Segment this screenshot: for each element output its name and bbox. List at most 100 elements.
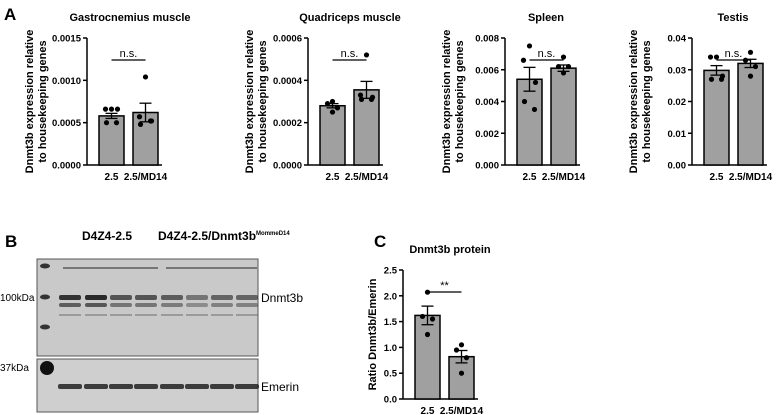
x-tick-label: 2.5/MD14 bbox=[345, 172, 389, 183]
emerin-band-label: Emerin bbox=[261, 380, 299, 394]
y-tick-label: 0.0010 bbox=[52, 76, 81, 87]
data-point bbox=[752, 63, 759, 70]
y-tick-label: 0.0000 bbox=[273, 161, 302, 172]
x-tick-label: 2.5/MD14 bbox=[440, 406, 484, 415]
y-tick-label: 0.008 bbox=[475, 34, 499, 45]
ladder-band bbox=[40, 294, 50, 300]
background-band bbox=[110, 314, 132, 316]
data-point bbox=[329, 109, 336, 115]
dnmt3b-band bbox=[186, 295, 208, 300]
data-point bbox=[707, 54, 714, 60]
data-point bbox=[324, 101, 331, 107]
y-axis-label: Dnmt3b expression relative bbox=[244, 30, 256, 174]
chart-gastrocnemius-muscle: Gastrocnemius muscle Dnmt3b expression re… bbox=[24, 12, 191, 183]
emerin-band bbox=[109, 384, 133, 389]
background-band bbox=[135, 314, 157, 316]
data-point bbox=[521, 98, 528, 105]
y-tick-label: 0.0 bbox=[384, 395, 397, 406]
y-tick-label: 0.00 bbox=[668, 161, 687, 172]
dnmt3b-lower-band bbox=[135, 303, 157, 307]
data-point bbox=[113, 120, 120, 126]
emerin-band bbox=[58, 384, 82, 389]
data-point bbox=[424, 331, 431, 338]
chart-title: Testis bbox=[718, 12, 749, 24]
data-point bbox=[334, 105, 341, 111]
ladder-band bbox=[40, 324, 50, 330]
y-tick-label: 0.5 bbox=[384, 369, 398, 380]
dnmt3b-band bbox=[110, 295, 132, 300]
chart-dnmt3b-protein: Dnmt3b protein Ratio Dnmt3b/Emerin 0.0 0.5 1… bbox=[367, 244, 491, 415]
y-tick-label: 0.01 bbox=[668, 129, 687, 140]
significance-label: n.s. bbox=[538, 48, 556, 60]
y-axis-label: to housekeeping genes bbox=[37, 40, 49, 162]
significance-label: n.s. bbox=[120, 48, 138, 60]
dnmt3b-band bbox=[59, 295, 81, 300]
y-tick-label: 0.0002 bbox=[273, 118, 302, 129]
bar bbox=[550, 67, 577, 166]
chart-spleen: Spleen Dnmt3b expression relative to house… bbox=[441, 12, 586, 183]
bar bbox=[353, 89, 380, 166]
x-tick-label: 2.5/MD14 bbox=[542, 172, 586, 183]
bar bbox=[98, 115, 125, 166]
y-axis-label: to housekeeping genes bbox=[257, 40, 269, 162]
significance-label: n.s. bbox=[341, 48, 359, 60]
y-axis-label: Dnmt3b expression relative bbox=[441, 30, 453, 174]
chart-quadriceps-muscle: Quadriceps muscle Dnmt3b expression relat… bbox=[244, 12, 401, 183]
data-point bbox=[419, 313, 426, 320]
data-point bbox=[747, 49, 754, 55]
data-point bbox=[560, 70, 567, 76]
significance-label: n.s. bbox=[725, 48, 743, 60]
bar bbox=[319, 104, 346, 166]
background-band bbox=[186, 314, 208, 316]
data-point bbox=[147, 118, 154, 124]
dnmt3b-band bbox=[135, 295, 157, 300]
data-point bbox=[357, 92, 364, 98]
background-band bbox=[59, 314, 81, 316]
western-blot: D4Z4-2.5 D4Z4-2.5/Dnmt3bMommeD14 100kDa … bbox=[0, 229, 303, 413]
y-tick-label: 2.0 bbox=[384, 291, 397, 302]
bar bbox=[737, 62, 764, 166]
y-axis-label: Dnmt3b expression relative bbox=[628, 30, 640, 174]
data-point bbox=[108, 106, 115, 112]
marker-37kda-label: 37kDa bbox=[0, 363, 29, 374]
data-point bbox=[718, 76, 725, 82]
marker-100kda-label: 100kDa bbox=[0, 293, 35, 304]
data-point bbox=[329, 98, 336, 105]
blot-top-membrane bbox=[36, 258, 259, 357]
dnmt3b-lower-band bbox=[161, 303, 183, 307]
bar bbox=[703, 69, 730, 166]
y-axis-label: Dnmt3b expression relative bbox=[24, 30, 36, 174]
data-point bbox=[137, 121, 144, 127]
emerin-band bbox=[210, 384, 234, 389]
data-point bbox=[747, 73, 754, 79]
chart-testis: Testis Dnmt3b expression relative to house… bbox=[628, 12, 773, 183]
y-tick-label: 0.0006 bbox=[273, 34, 302, 45]
data-point bbox=[463, 355, 470, 361]
chart-title: Dnmt3b protein bbox=[409, 244, 491, 256]
y-tick-label: 0.02 bbox=[668, 97, 687, 108]
bar bbox=[516, 78, 543, 166]
emerin-band bbox=[160, 384, 184, 389]
data-point bbox=[458, 370, 465, 376]
y-tick-label: 0.0000 bbox=[52, 161, 81, 172]
dnmt3b-lower-band bbox=[59, 303, 81, 307]
data-point bbox=[531, 106, 538, 113]
data-point bbox=[363, 52, 370, 58]
x-tick-label: 2.5/MD14 bbox=[729, 172, 773, 183]
y-tick-label: 0.002 bbox=[475, 129, 499, 140]
dnmt3b-band bbox=[161, 295, 183, 300]
y-tick-label: 1.5 bbox=[384, 317, 398, 328]
x-tick-label: 2.5 bbox=[326, 172, 340, 183]
emerin-band bbox=[134, 384, 158, 389]
data-point bbox=[458, 342, 465, 348]
y-axis-label: to housekeeping genes bbox=[454, 40, 466, 162]
emerin-band bbox=[185, 384, 209, 389]
y-tick-label: 1.0 bbox=[384, 343, 397, 354]
data-point bbox=[560, 54, 567, 60]
y-tick-label: 0.004 bbox=[475, 97, 499, 108]
dnmt3b-band-label: Dnmt3b bbox=[261, 291, 303, 305]
significance-label: ** bbox=[440, 280, 449, 292]
data-point bbox=[713, 54, 720, 60]
data-point bbox=[114, 106, 121, 112]
